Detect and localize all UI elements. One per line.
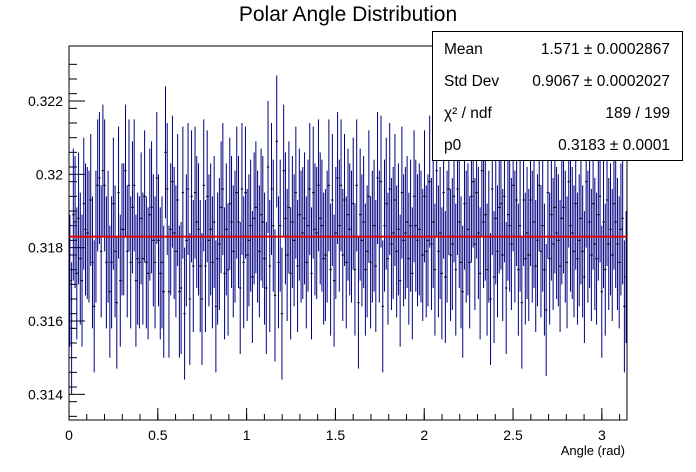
x-tick-label: 0 <box>65 427 73 443</box>
x-tick-label: 1 <box>243 427 251 443</box>
x-tick-label: 2.5 <box>503 427 523 443</box>
stats-row-mean: Mean 1.571 ± 0.0002867 <box>433 34 682 66</box>
stats-value: 1.571 ± 0.0002867 <box>540 41 670 58</box>
y-tick-label: 0.322 <box>28 93 63 109</box>
stats-key: p0 <box>444 137 462 154</box>
x-tick-label: 3 <box>598 427 606 443</box>
x-tick-label: 2 <box>420 427 428 443</box>
stats-value: 189 / 199 <box>605 105 670 122</box>
y-tick-label: 0.32 <box>36 166 63 182</box>
stats-key: χ² / ndf <box>444 105 492 122</box>
stats-key: Mean <box>444 41 483 58</box>
stats-row-chi2: χ² / ndf 189 / 199 <box>433 98 682 130</box>
stats-value: 0.3183 ± 0.0001 <box>558 137 670 154</box>
x-tick-label: 1.5 <box>326 427 346 443</box>
stats-key: Std Dev <box>444 73 500 90</box>
chart-title: Polar Angle Distribution <box>238 3 458 26</box>
y-tick-label: 0.314 <box>28 386 63 402</box>
x-axis-label: Angle (rad) <box>561 443 625 458</box>
stats-row-p0: p0 0.3183 ± 0.0001 <box>433 130 682 162</box>
stats-value: 0.9067 ± 0.0002027 <box>532 73 670 90</box>
y-tick-label: 0.318 <box>28 240 63 256</box>
y-tick-label: 0.316 <box>28 313 63 329</box>
plot-frame <box>68 45 628 421</box>
stats-row-std-dev: Std Dev 0.9067 ± 0.0002027 <box>433 66 682 98</box>
stats-box: Mean 1.571 ± 0.0002867 Std Dev 0.9067 ± … <box>432 31 683 161</box>
x-tick-label: 0.5 <box>148 427 168 443</box>
